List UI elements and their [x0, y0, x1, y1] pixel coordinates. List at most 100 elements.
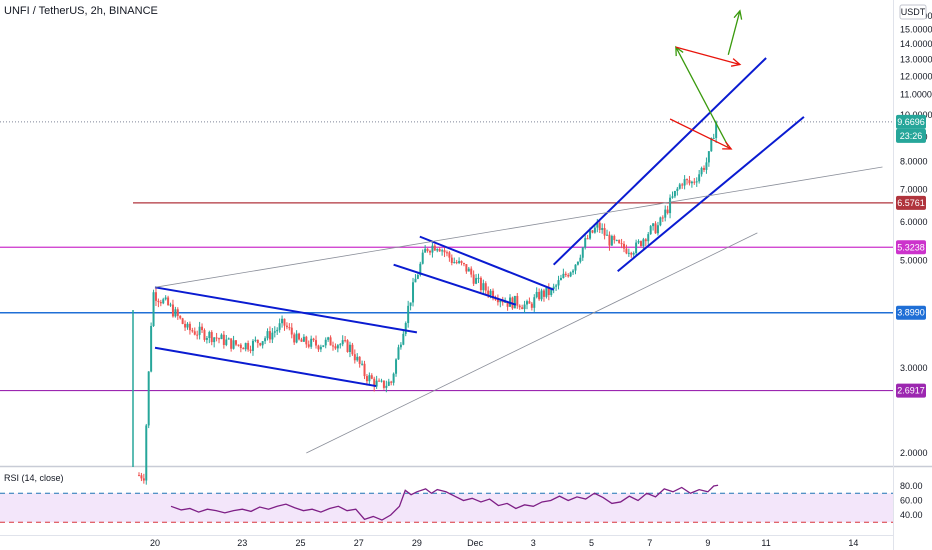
candle-body: [661, 217, 664, 219]
candle-body: [218, 338, 221, 340]
currency-box[interactable]: [899, 4, 927, 20]
candle-body: [271, 332, 274, 340]
candle-body: [606, 234, 609, 236]
price-tick-label: 14.0000: [900, 39, 932, 49]
candle-body: [443, 250, 446, 253]
candle-body: [482, 283, 485, 291]
candle-body: [547, 287, 550, 295]
candle-body: [251, 340, 254, 351]
candle-body: [584, 238, 587, 248]
arrow-drawing[interactable]: [675, 46, 729, 147]
time-tick-label: 20: [150, 538, 160, 548]
trendline-drawing[interactable]: [552, 57, 767, 266]
candle-body: [681, 184, 684, 186]
price-tick-label: 3.0000: [900, 363, 928, 373]
candle-body: [402, 333, 405, 345]
candle-body: [378, 380, 381, 382]
candle-body: [188, 323, 191, 331]
trendline-drawing[interactable]: [393, 263, 517, 306]
candle-body: [581, 247, 584, 258]
trendline-drawing[interactable]: [419, 235, 555, 291]
level-price-badge: [896, 240, 926, 255]
time-tick-label: 14: [848, 538, 858, 548]
candle-body: [249, 349, 252, 351]
candle-body: [268, 331, 271, 340]
candle-body: [470, 268, 473, 275]
trendline-drawing[interactable]: [617, 116, 805, 272]
candle-body: [300, 339, 303, 342]
time-tick-label: 3: [531, 538, 536, 548]
candle-body: [649, 226, 652, 235]
candle-body: [317, 345, 320, 350]
candle-body: [686, 179, 689, 181]
candle-body: [559, 277, 562, 281]
candle-body: [327, 337, 330, 340]
candle-body: [273, 331, 276, 333]
candle-body: [567, 275, 570, 277]
candle-body: [234, 340, 237, 345]
arrow-drawing[interactable]: [727, 10, 741, 56]
candle-body: [516, 295, 519, 306]
rsi-series-line[interactable]: [170, 484, 719, 521]
price-tick-label: 6.0000: [900, 217, 928, 227]
candle-body: [596, 222, 599, 228]
candle-body: [574, 264, 577, 271]
candle-body: [458, 260, 461, 264]
candle-body: [445, 252, 448, 254]
trendline-drawing[interactable]: [154, 346, 377, 388]
candle-body: [298, 333, 301, 340]
countdown-label: 23:26: [900, 131, 923, 141]
candle-body: [196, 334, 199, 336]
candle-body: [176, 309, 179, 316]
candle-body: [356, 356, 359, 361]
candle-body: [618, 240, 621, 244]
candle-body: [647, 234, 650, 242]
candle-body: [416, 274, 419, 279]
candle-body: [620, 243, 623, 245]
candle-body: [542, 290, 545, 297]
candle-body: [479, 277, 482, 291]
candle-body: [506, 301, 509, 307]
candle-body: [266, 331, 269, 339]
candle-body: [525, 301, 528, 305]
price-tick-label: 7.0000: [900, 185, 928, 195]
candle-body: [642, 239, 645, 246]
price-tick-label: 11.0000: [900, 90, 932, 100]
candle-body: [540, 290, 543, 300]
time-tick-label: 23: [237, 538, 247, 548]
candle-body: [237, 344, 240, 346]
candle-body: [283, 318, 286, 326]
trendline-drawing[interactable]: [154, 286, 418, 334]
candle-body: [227, 338, 230, 340]
candle-body: [538, 291, 541, 300]
candle-body: [167, 297, 170, 306]
candle-body: [361, 363, 364, 365]
candle-body: [387, 381, 390, 386]
candle-body: [302, 336, 305, 342]
trendline-drawing[interactable]: [306, 232, 758, 454]
candle-body: [487, 290, 490, 295]
candle-body: [186, 323, 189, 328]
arrow-drawing[interactable]: [675, 46, 741, 66]
candle-body: [281, 318, 284, 324]
candle-body: [545, 287, 548, 297]
candle-body: [666, 209, 669, 214]
arrow-drawing[interactable]: [669, 118, 732, 150]
rsi-tick-label: 80.00: [900, 481, 923, 491]
time-tick-label: Dec: [467, 538, 484, 548]
time-tick-label: 7: [647, 538, 652, 548]
candle-body: [424, 248, 427, 253]
last-price-label: 9.6696: [897, 117, 925, 127]
candle-body: [213, 337, 216, 343]
candle-body: [315, 340, 318, 346]
candle-body: [368, 375, 371, 382]
candle-body: [433, 245, 436, 251]
level-price-badge: [896, 383, 926, 398]
candle-body: [659, 217, 662, 226]
last-price-badge: [896, 114, 926, 129]
candle-body: [518, 305, 521, 308]
candle-body: [492, 290, 495, 299]
candle-body: [703, 167, 706, 170]
trendline-drawing[interactable]: [154, 166, 883, 288]
